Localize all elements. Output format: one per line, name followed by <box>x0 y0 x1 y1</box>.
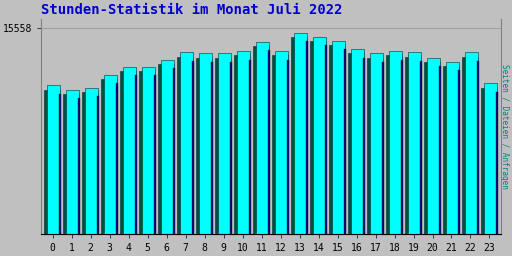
Bar <box>249 60 251 234</box>
Bar <box>400 60 403 234</box>
Bar <box>405 57 420 234</box>
Bar <box>123 67 136 234</box>
Bar <box>218 54 231 234</box>
Bar <box>120 71 136 234</box>
Bar <box>253 46 269 234</box>
Bar <box>313 37 326 234</box>
Bar <box>158 64 174 234</box>
Bar <box>173 68 175 234</box>
Bar <box>329 45 345 234</box>
Bar <box>462 57 478 234</box>
Bar <box>348 54 364 234</box>
Bar <box>381 62 384 234</box>
Bar <box>196 58 211 234</box>
Bar <box>325 45 327 234</box>
Bar <box>351 49 364 234</box>
Bar <box>104 75 117 234</box>
Bar <box>268 50 270 234</box>
Bar <box>344 49 346 234</box>
Text: Stunden-Statistik im Monat Juli 2022: Stunden-Statistik im Monat Juli 2022 <box>41 3 343 17</box>
Bar <box>234 56 249 234</box>
Bar <box>78 98 80 234</box>
Bar <box>287 60 289 234</box>
Bar <box>367 58 382 234</box>
Bar <box>446 62 459 234</box>
Bar <box>101 79 117 234</box>
Bar <box>306 41 308 234</box>
Bar <box>420 61 422 234</box>
Bar <box>59 94 61 234</box>
Bar <box>82 92 98 234</box>
Bar <box>496 92 498 234</box>
Bar <box>272 56 288 234</box>
Bar <box>135 75 137 234</box>
Bar <box>154 75 156 234</box>
Bar <box>275 51 288 234</box>
Bar <box>85 88 98 234</box>
Bar <box>408 52 421 234</box>
Y-axis label: Seiten / Dateien / Anfragen: Seiten / Dateien / Anfragen <box>500 64 509 189</box>
Bar <box>310 41 326 234</box>
Bar <box>256 42 269 234</box>
Bar <box>215 58 230 234</box>
Bar <box>180 52 193 234</box>
Bar <box>427 58 440 234</box>
Bar <box>210 62 213 234</box>
Bar <box>161 60 174 234</box>
Bar <box>424 62 439 234</box>
Bar <box>477 61 479 234</box>
Bar <box>66 90 79 234</box>
Bar <box>443 66 459 234</box>
Bar <box>142 67 155 234</box>
Bar <box>362 58 365 234</box>
Bar <box>229 62 232 234</box>
Bar <box>481 88 497 234</box>
Bar <box>63 94 79 234</box>
Bar <box>139 71 155 234</box>
Bar <box>191 61 194 234</box>
Bar <box>458 70 460 234</box>
Bar <box>97 96 99 234</box>
Bar <box>439 66 441 234</box>
Bar <box>332 41 345 234</box>
Bar <box>47 86 60 234</box>
Bar <box>116 83 118 234</box>
Bar <box>44 90 59 234</box>
Bar <box>237 51 250 234</box>
Bar <box>389 51 402 234</box>
Bar <box>177 57 193 234</box>
Bar <box>370 54 383 234</box>
Bar <box>386 56 401 234</box>
Bar <box>291 37 307 234</box>
Bar <box>199 54 212 234</box>
Bar <box>465 52 478 234</box>
Bar <box>484 83 497 234</box>
Bar <box>294 33 307 234</box>
